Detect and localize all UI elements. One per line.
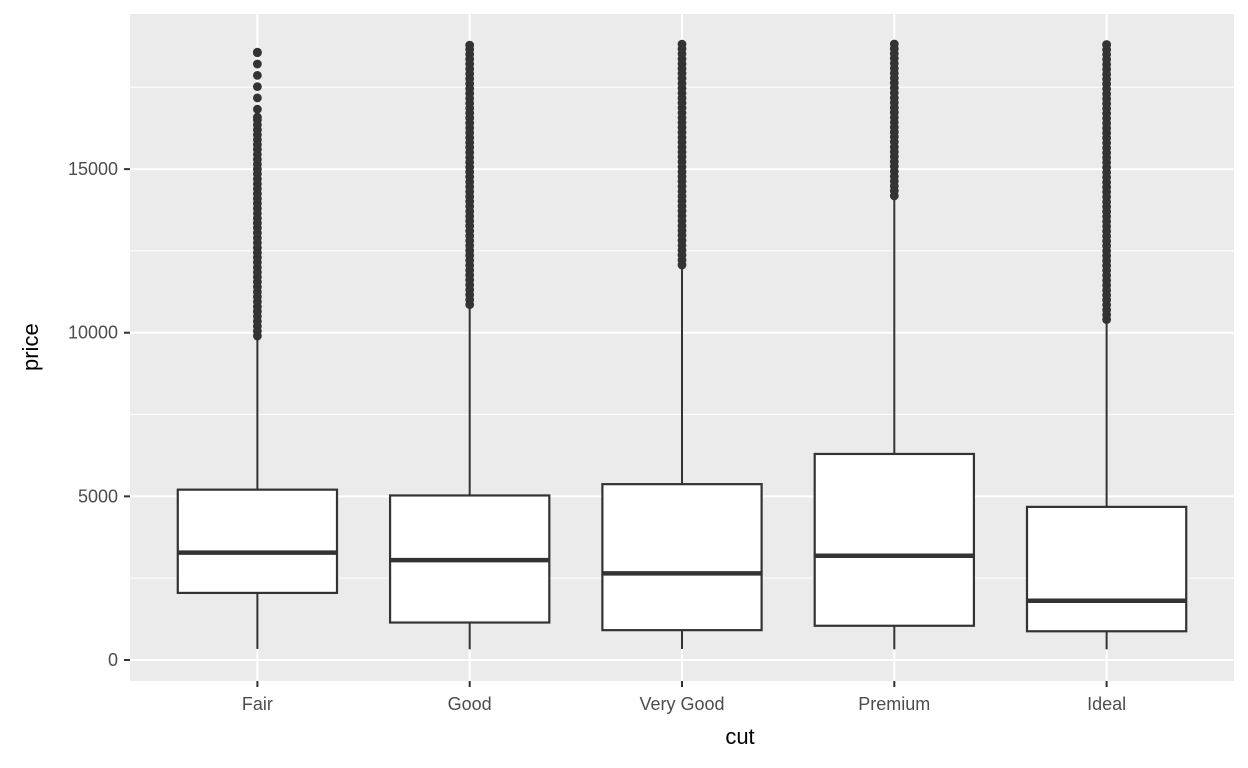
x-tick-label: Good xyxy=(448,694,492,714)
box-ideal xyxy=(1025,505,1188,633)
y-tick-label: 10000 xyxy=(68,323,118,343)
x-tick-label: Fair xyxy=(242,694,273,714)
y-axis-title: price xyxy=(18,324,44,372)
outlier-dot-fair xyxy=(252,59,262,69)
outlier-dot-fair xyxy=(252,93,262,103)
outlier-dot-premium xyxy=(889,39,899,49)
x-tick-label: Ideal xyxy=(1087,694,1126,714)
outlier-dot-fair xyxy=(252,104,262,114)
x-tick-label: Premium xyxy=(858,694,930,714)
outlier-dot-fair xyxy=(252,82,262,92)
outlier-dot-very-good xyxy=(677,39,687,49)
x-axis-title: cut xyxy=(0,724,1248,750)
y-tick-label: 5000 xyxy=(78,486,118,506)
x-axis-title-text: cut xyxy=(725,724,755,749)
y-axis-title-text: price xyxy=(18,323,43,372)
box-very-good xyxy=(601,483,763,632)
outlier-dot-fair xyxy=(252,47,262,57)
outlier-dot-ideal xyxy=(1102,40,1112,49)
y-tick-label: 0 xyxy=(108,650,118,670)
box-fair xyxy=(176,488,339,595)
outlier-dot-fair xyxy=(252,112,262,122)
outlier-dot-good xyxy=(465,40,475,50)
x-tick-label: Very Good xyxy=(639,694,724,714)
outlier-dot-fair xyxy=(252,70,262,80)
y-tick-label: 15000 xyxy=(68,159,118,179)
box-premium xyxy=(813,452,976,627)
